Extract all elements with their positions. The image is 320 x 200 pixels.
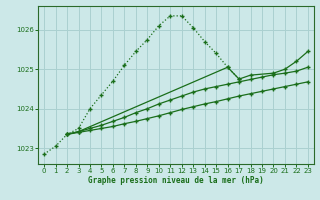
X-axis label: Graphe pression niveau de la mer (hPa): Graphe pression niveau de la mer (hPa) (88, 176, 264, 185)
